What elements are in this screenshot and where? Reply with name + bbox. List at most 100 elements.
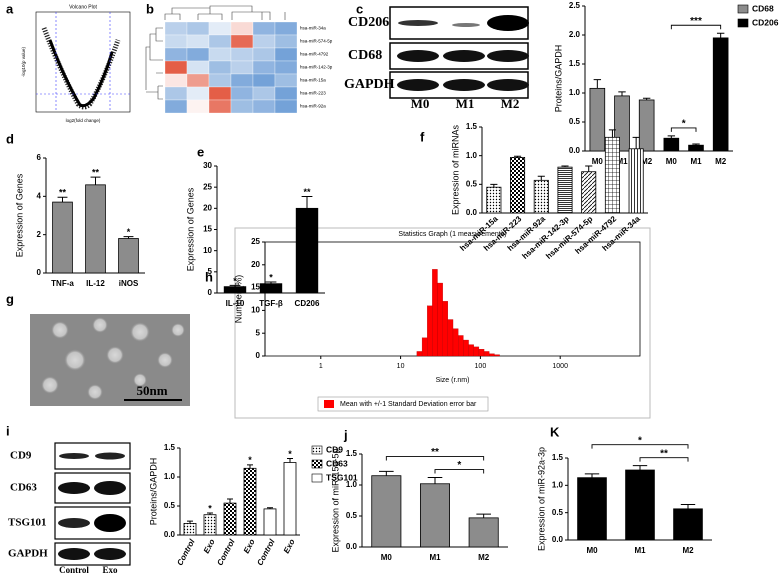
- vesicle: [133, 373, 147, 387]
- significance-bracket: [639, 457, 689, 462]
- heatmap-cell: [252, 47, 276, 62]
- significance-bracket: [434, 469, 485, 474]
- y-tick-label: 0.0: [164, 530, 176, 539]
- y-tick-label: 20: [203, 203, 212, 212]
- band: [94, 548, 126, 560]
- y-axis-label: Expression of miR-15a-5p: [330, 448, 340, 552]
- x-tick-label: M1: [429, 553, 441, 562]
- histogram-bar: [463, 339, 469, 357]
- band: [452, 23, 480, 27]
- x-tick-label: 100: [475, 363, 487, 370]
- band: [94, 481, 126, 495]
- histogram-bar: [489, 353, 495, 357]
- y-tick-label: 0.5: [164, 501, 176, 510]
- y-axis-label: Expression of Genes: [14, 173, 24, 257]
- x-tick-label: Control: [215, 537, 237, 567]
- y-tick-label: 1.0: [569, 88, 581, 97]
- error-bar: [123, 236, 134, 239]
- y-tick-label: 1.5: [552, 453, 564, 462]
- band: [59, 453, 89, 459]
- error-bar: [561, 165, 569, 168]
- legend-label: CD63: [326, 458, 348, 468]
- histogram-bar: [452, 328, 459, 357]
- chart: e 0 5 10 15 20 25 30 Expression of Genes IL-10 TGF…: [185, 144, 325, 308]
- panel-label: f: [420, 129, 425, 144]
- band: [94, 514, 126, 532]
- heatmap-cell: [274, 99, 298, 114]
- x-tick-label: M0: [381, 553, 393, 562]
- panel-label: b: [146, 1, 154, 16]
- error-bar: [608, 129, 616, 138]
- x-tick-label: Exo: [282, 538, 297, 555]
- y-tick-label: 20: [251, 260, 260, 269]
- heatmap-panel: b: [145, 1, 286, 100]
- x-tick-label: M1: [690, 157, 702, 166]
- y-axis-label: Expression of miRNAs: [450, 124, 460, 215]
- legend-label: CD68: [752, 3, 774, 13]
- band: [95, 452, 125, 460]
- y-tick-label: 0.5: [346, 511, 358, 520]
- bar: [663, 137, 680, 152]
- y-tick-label: 6: [37, 153, 42, 162]
- y-tick-label: 2.5: [569, 1, 581, 10]
- histogram-bar: [483, 351, 490, 357]
- dendrogram: [145, 27, 163, 100]
- x-tick-label: 10: [397, 363, 405, 370]
- y-tick-label: 1.5: [164, 443, 176, 452]
- legend-label: Mean with +/-1 Standard Deviation error …: [340, 401, 477, 408]
- x-tick-label: M2: [478, 553, 490, 562]
- y-tick-label: 0.5: [466, 179, 478, 188]
- x-tick-label: Control: [255, 537, 277, 567]
- error-bar: [667, 135, 676, 139]
- y-tick-label: 1.5: [466, 122, 478, 131]
- x-tick-label: 1: [319, 363, 323, 370]
- x-tick-label: Control: [175, 537, 197, 567]
- row-label: hsa-miR-34a: [300, 26, 326, 31]
- legend-swatch: [737, 4, 749, 14]
- bar: [625, 469, 655, 541]
- bar: [673, 508, 703, 541]
- error-bar: [265, 281, 277, 284]
- error-bar: [632, 136, 640, 149]
- heatmap-cell: [274, 73, 298, 88]
- vesicle: [41, 376, 59, 394]
- error-bar: [593, 79, 602, 89]
- panel-label: c: [356, 1, 363, 16]
- heatmap-cell: [208, 47, 232, 62]
- y-tick-label: 30: [203, 161, 212, 170]
- x-tick-label: Exo: [242, 538, 257, 555]
- y-tick-label: 10: [251, 306, 260, 315]
- histogram-bar: [427, 305, 433, 357]
- histogram-bar: [432, 269, 438, 357]
- error-bar: [716, 32, 725, 38]
- error-bar: [187, 520, 193, 524]
- heatmap-cell: [230, 21, 254, 36]
- heatmap-cell: [230, 99, 254, 114]
- y-axis-label: Expression of miR-92a-3p: [536, 447, 546, 551]
- x-tick-label: M0: [592, 157, 604, 166]
- bar: [118, 238, 139, 274]
- heatmap-cell: [186, 86, 210, 101]
- significance-bracket: [591, 444, 689, 449]
- band: [58, 548, 90, 560]
- bar: [589, 87, 606, 152]
- significance-label: *: [233, 276, 237, 286]
- protein-label: GAPDH: [344, 77, 395, 92]
- legend-swatch: [311, 445, 323, 455]
- vesicle: [92, 317, 108, 333]
- vesicle: [106, 346, 124, 364]
- error-bar: [301, 195, 313, 209]
- legend-label: TSG101: [326, 472, 358, 482]
- significance-label: *: [288, 449, 292, 459]
- error-bar: [618, 91, 626, 96]
- significance-label: ***: [690, 16, 702, 27]
- error-bar: [379, 470, 394, 476]
- x-axis-label: Size (r.nm): [436, 377, 470, 384]
- row-label: hsa-miR-223: [300, 91, 326, 96]
- legend-swatch: [324, 400, 334, 408]
- bar: [688, 144, 704, 152]
- y-tick-label: 15: [251, 283, 260, 292]
- legend-label: CD9: [326, 444, 343, 454]
- band: [58, 518, 90, 528]
